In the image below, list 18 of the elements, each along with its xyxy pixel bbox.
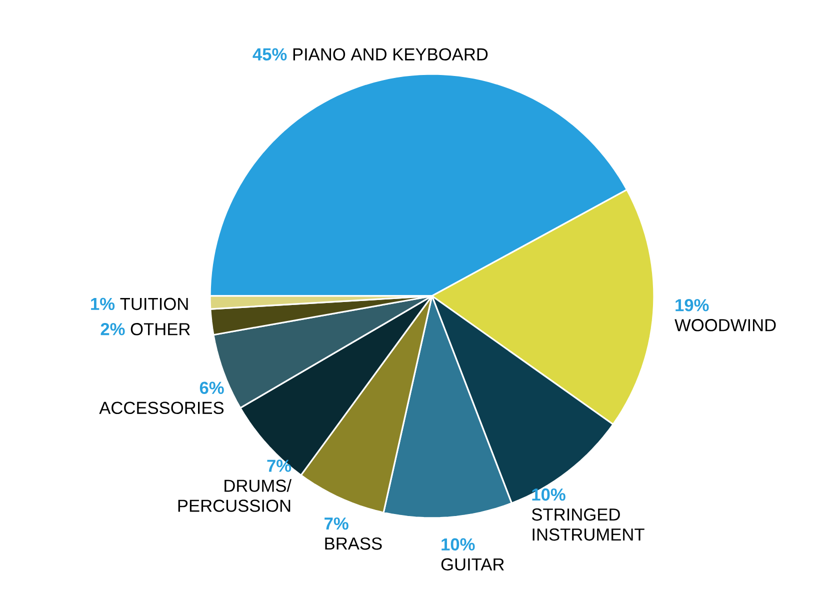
slice-label: TUITION (120, 298, 188, 310)
data-label: 2% (100, 323, 125, 336)
data-label: 10% (442, 538, 475, 551)
data-label: 1% (91, 298, 115, 310)
data-label: 19% (676, 299, 709, 312)
slice-label: STRINGED INSTRUMENT (532, 508, 644, 541)
data-label: 45% (252, 48, 287, 60)
slice-label: BRASS (325, 537, 382, 550)
data-label: 7% (267, 460, 292, 472)
slice-label: ACCESSORIES (99, 402, 224, 414)
slice-label: GUITAR (441, 558, 504, 571)
slice-label: DRUMS/ PERCUSSION (178, 479, 292, 512)
data-label: 10% (532, 488, 566, 501)
slice-label: WOODWIND (674, 319, 776, 332)
data-label: 7% (324, 517, 348, 530)
data-label: 6% (200, 382, 224, 394)
slice-label: OTHER (130, 323, 190, 336)
slice-label: PIANO AND KEYBOARD (293, 48, 488, 60)
